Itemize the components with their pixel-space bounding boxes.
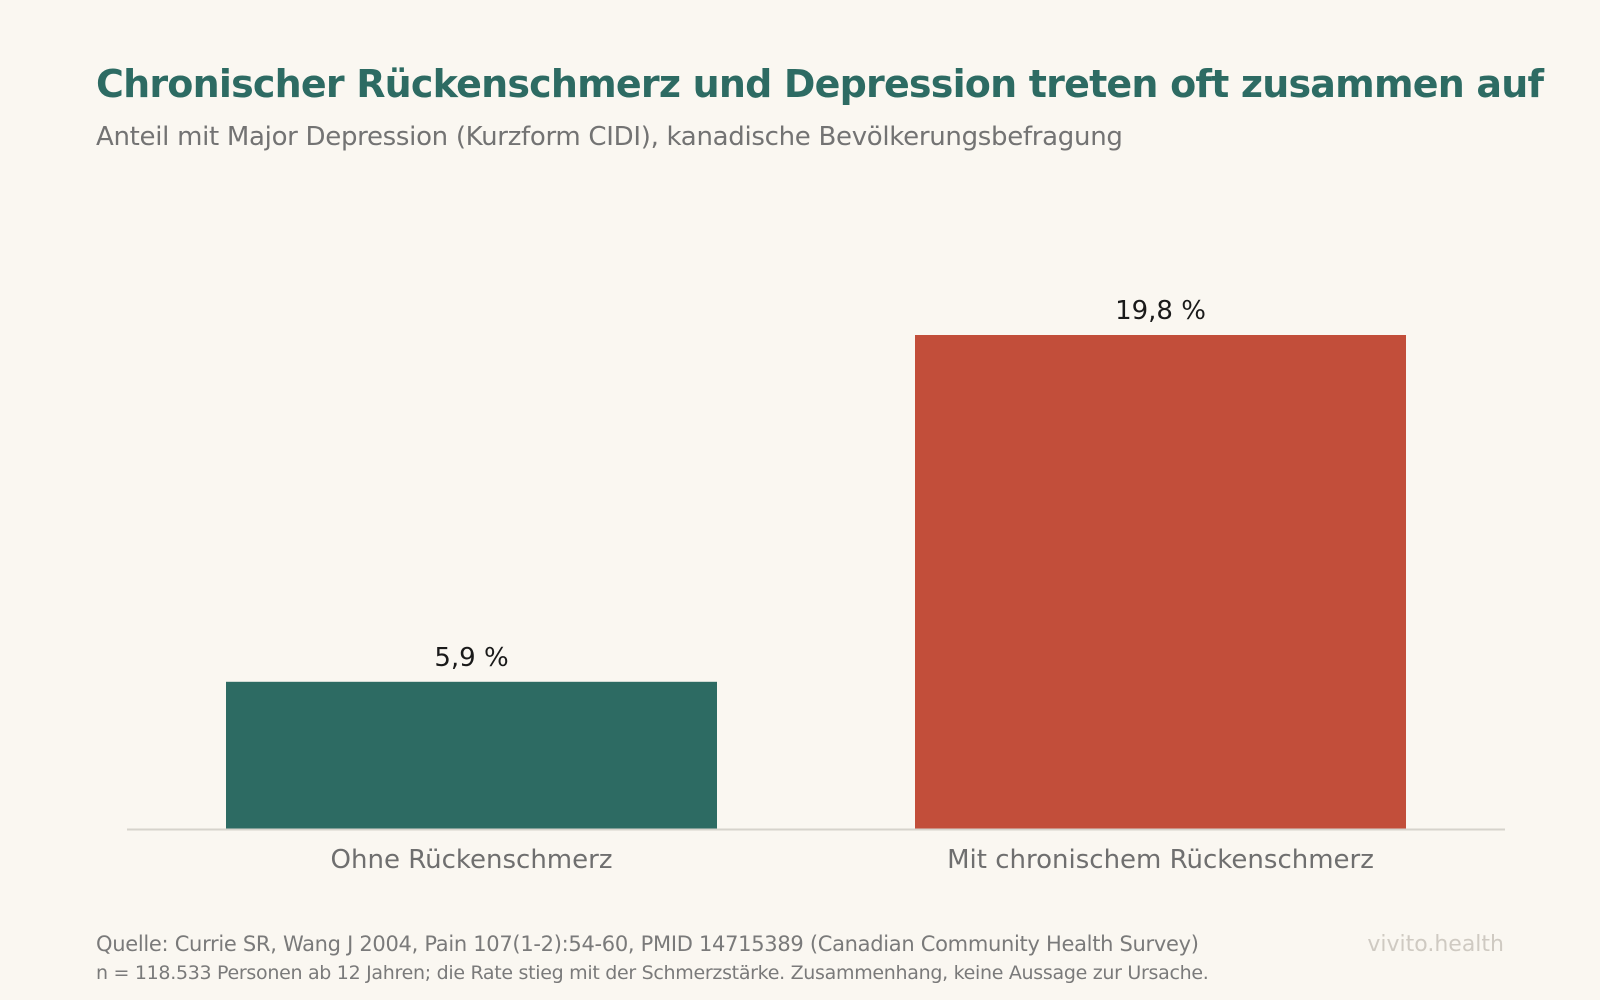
sample-note: n = 118.533 Personen ab 12 Jahren; die R… <box>96 962 1209 984</box>
chart-title: Chronischer Rückenschmerz und Depression… <box>96 62 1544 106</box>
bar-with-chronic-back-pain <box>915 335 1406 829</box>
category-label: Ohne Rückenschmerz <box>331 845 613 875</box>
brand-label: vivito.health <box>1367 932 1504 957</box>
bar-value-label: 19,8 % <box>1115 296 1206 326</box>
category-label: Mit chronischem Rückenschmerz <box>947 845 1374 875</box>
bar-without-back-pain <box>226 681 717 829</box>
source-note: Quelle: Currie SR, Wang J 2004, Pain 107… <box>96 932 1199 956</box>
chart-subtitle: Anteil mit Major Depression (Kurzform CI… <box>96 122 1123 152</box>
bar-value-label: 5,9 % <box>434 643 508 673</box>
